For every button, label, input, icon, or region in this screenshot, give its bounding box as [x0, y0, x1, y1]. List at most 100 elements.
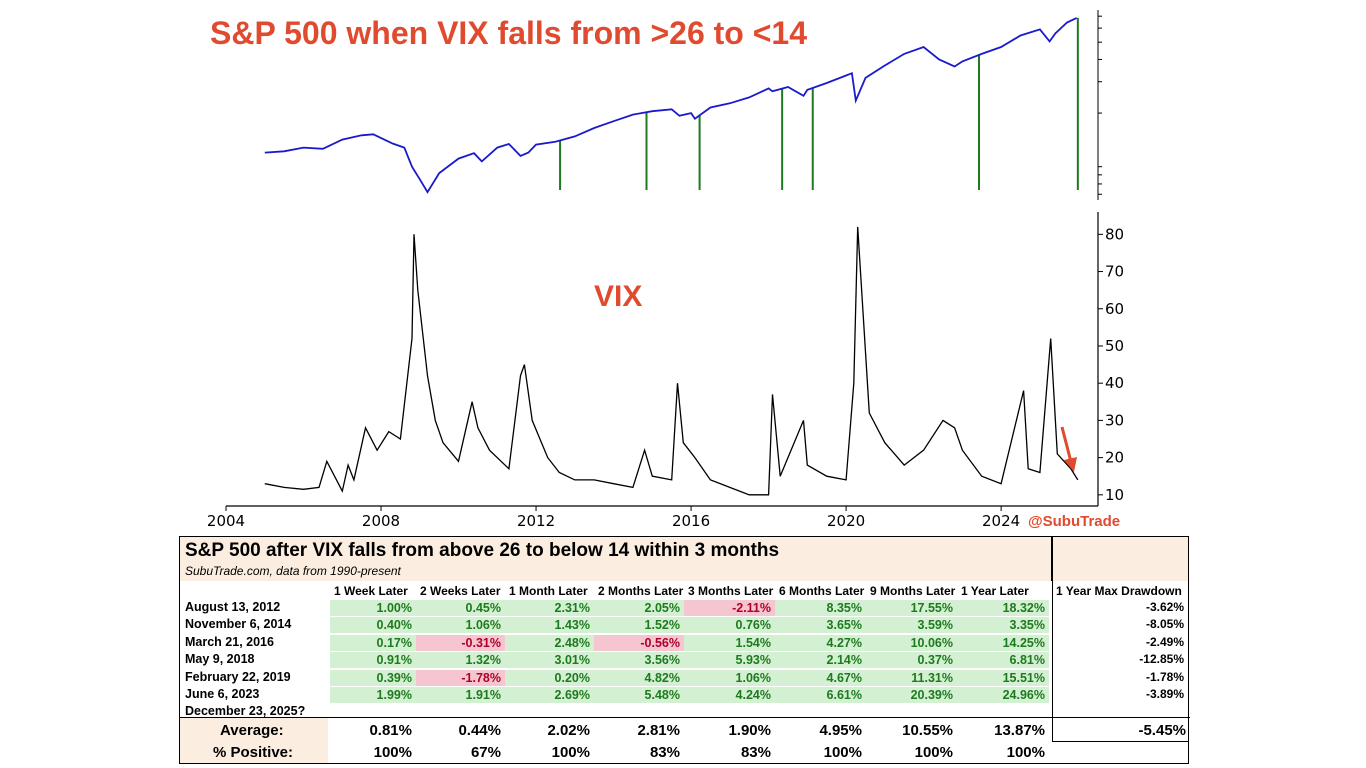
y-tick-label: 50	[1105, 337, 1124, 355]
positive-value: 100%	[914, 744, 953, 761]
table-cell: 4.27%	[775, 634, 866, 651]
average-label: Average:	[220, 722, 284, 739]
table-cell: 0.91%	[330, 652, 416, 669]
x-tick-label: 2024	[982, 512, 1020, 530]
y-tick-label: 20	[1105, 449, 1124, 467]
column-header: 2 Weeks Later	[420, 584, 501, 598]
vix-chart-title: VIX	[594, 280, 642, 313]
row-date: August 13, 2012	[185, 600, 281, 614]
table-cell: -1.78%	[416, 669, 505, 686]
table-cell: 15.51%	[957, 669, 1049, 686]
row-date: February 22, 2019	[185, 669, 291, 684]
results-table: S&P 500 after VIX falls from above 26 to…	[179, 536, 1190, 764]
average-value: 2.81%	[637, 722, 680, 739]
column-header: 1 Month Later	[509, 584, 588, 598]
average-value: 4.95%	[819, 722, 862, 739]
drawdown-cell: -3.89%	[1145, 687, 1184, 701]
table-cell: 6.61%	[775, 687, 866, 703]
table-cell: -0.56%	[594, 634, 684, 651]
down-arrow-icon	[1060, 426, 1077, 472]
table-cell: 3.35%	[957, 617, 1049, 634]
table-cell: 1.43%	[505, 617, 594, 634]
watermark: @SubuTrade	[1028, 513, 1120, 530]
sp500-right-axis	[1097, 10, 1102, 200]
table-cell: 5.93%	[684, 652, 775, 669]
table-cell: 2.48%	[505, 634, 594, 651]
table-cell: 1.99%	[330, 687, 416, 703]
drawdown-cell: -8.05%	[1145, 617, 1184, 632]
footer-divider	[180, 717, 1190, 718]
table-cell: -0.31%	[416, 634, 505, 651]
table-cell: 3.56%	[594, 652, 684, 669]
table-header-box: S&P 500 after VIX falls from above 26 to…	[180, 537, 1052, 581]
table-subtitle: SubuTrade.com, data from 1990-present	[185, 564, 401, 578]
row-date: June 6, 2023	[185, 687, 260, 701]
x-tick-label: 2004	[207, 512, 245, 530]
positive-value: 100%	[823, 744, 862, 761]
drawdown-cell: -2.49%	[1145, 634, 1184, 649]
positive-value: 83%	[740, 744, 771, 761]
table-cell: 0.20%	[505, 669, 594, 686]
positive-value: 67%	[470, 744, 501, 761]
table-cell: 1.00%	[330, 600, 416, 616]
sp500-chart-title: S&P 500 when VIX falls from >26 to <14	[210, 15, 807, 51]
table-cell: 2.69%	[505, 687, 594, 703]
table-cell: 0.37%	[866, 652, 957, 669]
x-tick-label: 2016	[672, 512, 710, 530]
table-cell: 3.01%	[505, 652, 594, 669]
table-cell: 1.06%	[684, 669, 775, 686]
table-cell: 5.48%	[594, 687, 684, 703]
table-cell: -2.11%	[684, 600, 775, 616]
table-cell: 0.40%	[330, 617, 416, 634]
row-date: December 23, 2025?	[185, 704, 306, 719]
table-cell: 18.32%	[957, 600, 1049, 616]
x-tick-label: 2012	[517, 512, 555, 530]
table-cell: 1.06%	[416, 617, 505, 634]
table-cell: 1.32%	[416, 652, 505, 669]
signal-lines	[559, 17, 1079, 190]
average-value: 1.90%	[728, 722, 771, 739]
table-header-right	[1052, 537, 1188, 581]
row-date: May 9, 2018	[185, 652, 255, 667]
table-cell: 2.31%	[505, 600, 594, 616]
y-tick-label: 80	[1105, 225, 1124, 243]
positive-label: % Positive:	[213, 744, 294, 761]
y-tick-label: 70	[1105, 263, 1124, 281]
table-cell: 0.76%	[684, 617, 775, 634]
column-header: 3 Months Later	[688, 584, 774, 598]
x-tick-label: 2008	[362, 512, 400, 530]
drawdown-divider	[1052, 537, 1053, 741]
table-cell: 0.17%	[330, 634, 416, 651]
positive-value: 100%	[551, 744, 590, 761]
table-cell: 8.35%	[775, 600, 866, 616]
table-cell: 4.67%	[775, 669, 866, 686]
vix-axes: 2004 2008 2012 2016 2020 2024 10 20 30 40 50 60 70 80	[207, 212, 1124, 530]
row-date: March 21, 2016	[185, 634, 274, 649]
table-cell: 2.14%	[775, 652, 866, 669]
table-cell: 0.39%	[330, 669, 416, 686]
drawdown-header: 1 Year Max Drawdown	[1056, 584, 1182, 598]
drawdown-footer-line	[1052, 741, 1188, 742]
column-header: 6 Months Later	[779, 584, 865, 598]
y-tick-label: 10	[1105, 486, 1124, 504]
chart-area: S&P 500 when VIX falls from >26 to <14 V…	[207, 10, 1124, 530]
average-value: 0.44%	[458, 722, 501, 739]
table-cell: 6.81%	[957, 652, 1049, 669]
table-cell: 24.96%	[957, 687, 1049, 703]
table-cell: 4.82%	[594, 669, 684, 686]
table-cell: 11.31%	[866, 669, 957, 686]
table-cell: 14.25%	[957, 634, 1049, 651]
y-tick-label: 60	[1105, 300, 1124, 318]
average-value: 2.02%	[547, 722, 590, 739]
table-cell: 3.59%	[866, 617, 957, 634]
table-cell: 20.39%	[866, 687, 957, 703]
table-cell: 0.45%	[416, 600, 505, 616]
sp500-series-line	[264, 17, 1078, 194]
table-cell: 17.55%	[866, 600, 957, 616]
y-tick-label: 40	[1105, 374, 1124, 392]
average-value: 0.81%	[369, 722, 412, 739]
column-header: 1 Week Later	[334, 584, 408, 598]
positive-value: 83%	[649, 744, 680, 761]
footer-label-bg	[180, 718, 328, 763]
table-cell: 1.54%	[684, 634, 775, 651]
